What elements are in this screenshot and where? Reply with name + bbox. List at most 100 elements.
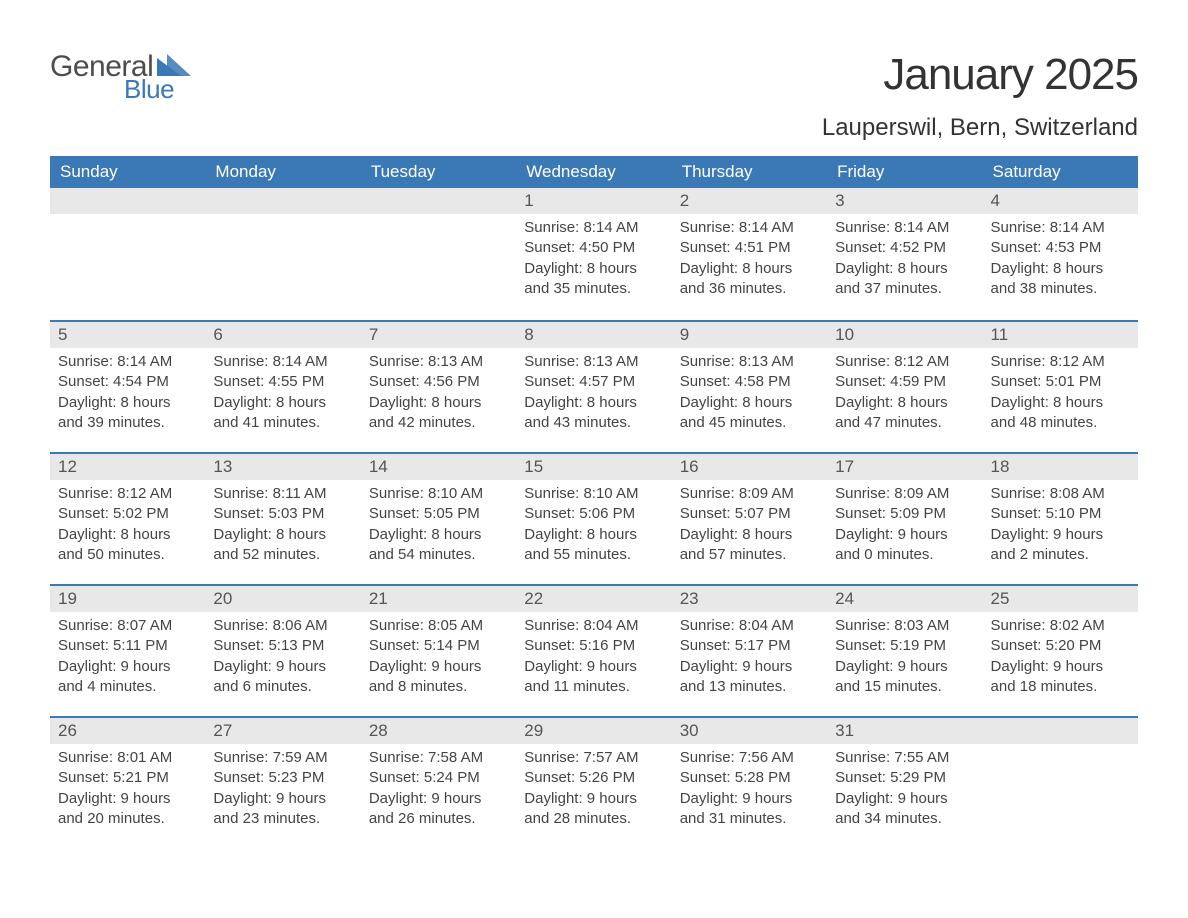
calendar-cell: 30Sunrise: 7:56 AMSunset: 5:28 PMDayligh…	[672, 718, 827, 848]
daylight-line2: and 20 minutes.	[58, 809, 197, 829]
sunset-text: Sunset: 4:57 PM	[524, 372, 663, 392]
sunset-text: Sunset: 5:19 PM	[835, 636, 974, 656]
day-data: Sunrise: 8:04 AMSunset: 5:16 PMDaylight:…	[516, 612, 671, 707]
sunrise-text: Sunrise: 8:08 AM	[991, 484, 1130, 504]
daylight-line1: Daylight: 8 hours	[369, 525, 508, 545]
day-header: Sunday	[50, 156, 205, 188]
calendar-cell: 24Sunrise: 8:03 AMSunset: 5:19 PMDayligh…	[827, 586, 982, 716]
day-number: 30	[672, 718, 827, 744]
day-data: Sunrise: 8:14 AMSunset: 4:55 PMDaylight:…	[205, 348, 360, 443]
calendar-cell: 11Sunrise: 8:12 AMSunset: 5:01 PMDayligh…	[983, 322, 1138, 452]
sunset-text: Sunset: 5:13 PM	[213, 636, 352, 656]
sunrise-text: Sunrise: 8:14 AM	[835, 218, 974, 238]
day-number: 21	[361, 586, 516, 612]
day-data: Sunrise: 8:14 AMSunset: 4:50 PMDaylight:…	[516, 214, 671, 309]
daylight-line2: and 34 minutes.	[835, 809, 974, 829]
week-row: 5Sunrise: 8:14 AMSunset: 4:54 PMDaylight…	[50, 320, 1138, 452]
day-data: Sunrise: 8:10 AMSunset: 5:05 PMDaylight:…	[361, 480, 516, 575]
sunset-text: Sunset: 5:11 PM	[58, 636, 197, 656]
daylight-line1: Daylight: 8 hours	[369, 393, 508, 413]
daylight-line1: Daylight: 8 hours	[213, 393, 352, 413]
sunset-text: Sunset: 4:50 PM	[524, 238, 663, 258]
day-header: Friday	[827, 156, 982, 188]
daylight-line1: Daylight: 9 hours	[835, 789, 974, 809]
daylight-line2: and 31 minutes.	[680, 809, 819, 829]
day-number: 28	[361, 718, 516, 744]
daylight-line2: and 47 minutes.	[835, 413, 974, 433]
daylight-line2: and 26 minutes.	[369, 809, 508, 829]
sunrise-text: Sunrise: 8:12 AM	[58, 484, 197, 504]
sunrise-text: Sunrise: 8:14 AM	[991, 218, 1130, 238]
sunset-text: Sunset: 5:23 PM	[213, 768, 352, 788]
weeks-container: 1Sunrise: 8:14 AMSunset: 4:50 PMDaylight…	[50, 188, 1138, 848]
day-data: Sunrise: 8:08 AMSunset: 5:10 PMDaylight:…	[983, 480, 1138, 575]
calendar-cell	[50, 188, 205, 320]
logo: General Blue	[50, 50, 191, 105]
day-data: Sunrise: 8:09 AMSunset: 5:09 PMDaylight:…	[827, 480, 982, 575]
daylight-line1: Daylight: 9 hours	[991, 525, 1130, 545]
day-number: 14	[361, 454, 516, 480]
sunrise-text: Sunrise: 7:58 AM	[369, 748, 508, 768]
sunrise-text: Sunrise: 8:09 AM	[835, 484, 974, 504]
day-number: 20	[205, 586, 360, 612]
sunset-text: Sunset: 5:20 PM	[991, 636, 1130, 656]
day-data: Sunrise: 8:14 AMSunset: 4:51 PMDaylight:…	[672, 214, 827, 309]
calendar-cell: 7Sunrise: 8:13 AMSunset: 4:56 PMDaylight…	[361, 322, 516, 452]
day-number: 17	[827, 454, 982, 480]
day-header: Saturday	[983, 156, 1138, 188]
day-data: Sunrise: 8:13 AMSunset: 4:56 PMDaylight:…	[361, 348, 516, 443]
calendar-cell: 21Sunrise: 8:05 AMSunset: 5:14 PMDayligh…	[361, 586, 516, 716]
sunrise-text: Sunrise: 8:12 AM	[835, 352, 974, 372]
day-number: 10	[827, 322, 982, 348]
daylight-line2: and 39 minutes.	[58, 413, 197, 433]
day-header: Monday	[205, 156, 360, 188]
sunrise-text: Sunrise: 8:06 AM	[213, 616, 352, 636]
day-data: Sunrise: 8:10 AMSunset: 5:06 PMDaylight:…	[516, 480, 671, 575]
sunrise-text: Sunrise: 8:13 AM	[524, 352, 663, 372]
daylight-line2: and 43 minutes.	[524, 413, 663, 433]
day-data: Sunrise: 8:06 AMSunset: 5:13 PMDaylight:…	[205, 612, 360, 707]
sunrise-text: Sunrise: 8:04 AM	[680, 616, 819, 636]
sunrise-text: Sunrise: 7:55 AM	[835, 748, 974, 768]
daylight-line2: and 23 minutes.	[213, 809, 352, 829]
sunrise-text: Sunrise: 8:12 AM	[991, 352, 1130, 372]
day-number: 16	[672, 454, 827, 480]
day-data: Sunrise: 8:03 AMSunset: 5:19 PMDaylight:…	[827, 612, 982, 707]
daylight-line1: Daylight: 8 hours	[524, 525, 663, 545]
week-row: 12Sunrise: 8:12 AMSunset: 5:02 PMDayligh…	[50, 452, 1138, 584]
daylight-line1: Daylight: 8 hours	[524, 259, 663, 279]
day-number: 19	[50, 586, 205, 612]
daylight-line1: Daylight: 9 hours	[213, 789, 352, 809]
sunset-text: Sunset: 4:51 PM	[680, 238, 819, 258]
sunset-text: Sunset: 5:17 PM	[680, 636, 819, 656]
sunset-text: Sunset: 5:29 PM	[835, 768, 974, 788]
day-data: Sunrise: 8:12 AMSunset: 5:02 PMDaylight:…	[50, 480, 205, 575]
day-number	[361, 188, 516, 214]
sunrise-text: Sunrise: 8:14 AM	[524, 218, 663, 238]
calendar-cell: 16Sunrise: 8:09 AMSunset: 5:07 PMDayligh…	[672, 454, 827, 584]
day-number: 31	[827, 718, 982, 744]
calendar-cell: 6Sunrise: 8:14 AMSunset: 4:55 PMDaylight…	[205, 322, 360, 452]
calendar: SundayMondayTuesdayWednesdayThursdayFrid…	[50, 156, 1138, 848]
sunset-text: Sunset: 4:59 PM	[835, 372, 974, 392]
day-data: Sunrise: 7:55 AMSunset: 5:29 PMDaylight:…	[827, 744, 982, 839]
header: General Blue January 2025 Lauperswil, Be…	[50, 50, 1138, 142]
day-header-row: SundayMondayTuesdayWednesdayThursdayFrid…	[50, 156, 1138, 188]
day-data: Sunrise: 7:59 AMSunset: 5:23 PMDaylight:…	[205, 744, 360, 839]
day-number: 22	[516, 586, 671, 612]
sunrise-text: Sunrise: 8:09 AM	[680, 484, 819, 504]
calendar-cell: 1Sunrise: 8:14 AMSunset: 4:50 PMDaylight…	[516, 188, 671, 320]
calendar-cell: 25Sunrise: 8:02 AMSunset: 5:20 PMDayligh…	[983, 586, 1138, 716]
sunset-text: Sunset: 4:54 PM	[58, 372, 197, 392]
calendar-cell: 5Sunrise: 8:14 AMSunset: 4:54 PMDaylight…	[50, 322, 205, 452]
sunset-text: Sunset: 5:02 PM	[58, 504, 197, 524]
daylight-line2: and 11 minutes.	[524, 677, 663, 697]
sunset-text: Sunset: 4:55 PM	[213, 372, 352, 392]
week-row: 19Sunrise: 8:07 AMSunset: 5:11 PMDayligh…	[50, 584, 1138, 716]
sunset-text: Sunset: 5:26 PM	[524, 768, 663, 788]
calendar-cell: 2Sunrise: 8:14 AMSunset: 4:51 PMDaylight…	[672, 188, 827, 320]
sunrise-text: Sunrise: 8:11 AM	[213, 484, 352, 504]
calendar-cell: 10Sunrise: 8:12 AMSunset: 4:59 PMDayligh…	[827, 322, 982, 452]
daylight-line2: and 35 minutes.	[524, 279, 663, 299]
calendar-cell: 22Sunrise: 8:04 AMSunset: 5:16 PMDayligh…	[516, 586, 671, 716]
